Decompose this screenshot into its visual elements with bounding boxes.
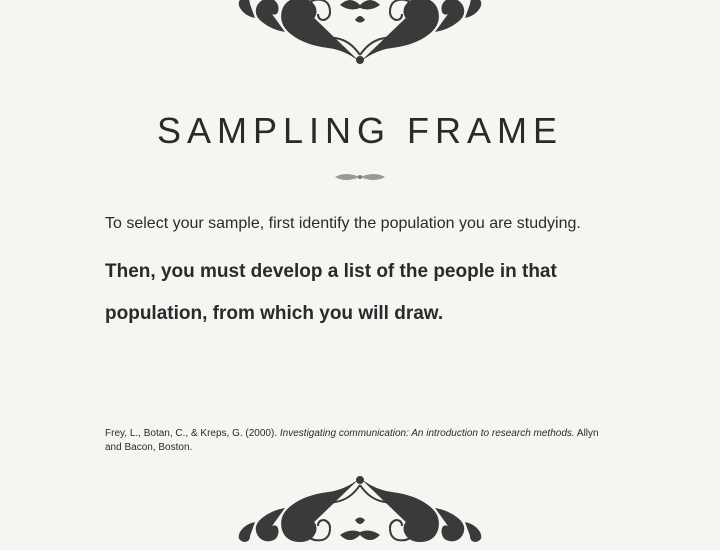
ornament-bottom: [200, 470, 520, 550]
page-title: SAMPLING FRAME: [0, 110, 720, 152]
divider-ornament: [330, 168, 390, 186]
body-text: To select your sample, first identify th…: [105, 205, 615, 335]
citation-title: Investigating communication: An introduc…: [280, 428, 575, 439]
paragraph-1: To select your sample, first identify th…: [105, 205, 615, 243]
citation: Frey, L., Botan, C., & Kreps, G. (2000).…: [105, 427, 615, 455]
paragraph-2: Then, you must develop a list of the peo…: [105, 251, 615, 335]
citation-prefix: Frey, L., Botan, C., & Kreps, G. (2000).: [105, 428, 280, 439]
slide: SAMPLING FRAME To select your sample, fi…: [0, 0, 720, 540]
ornament-top: [200, 0, 520, 70]
